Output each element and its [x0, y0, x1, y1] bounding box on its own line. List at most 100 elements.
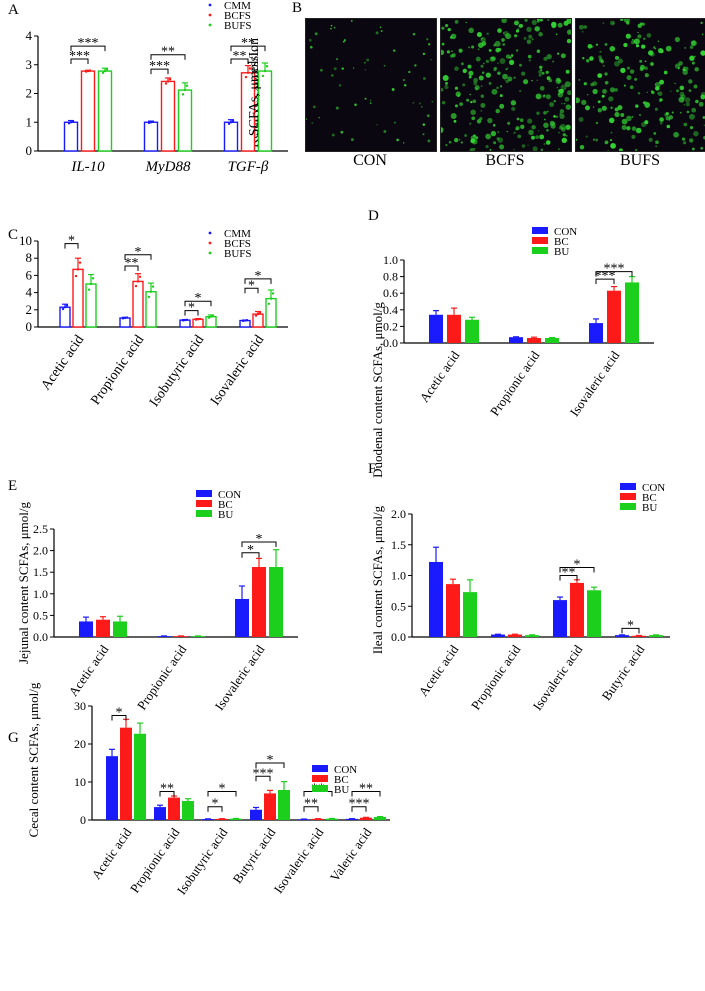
fluorescent-spot: [505, 33, 512, 40]
fluorescent-spot: [468, 70, 474, 76]
micro-label-bcfs: BCFS: [485, 152, 525, 169]
data-point: [265, 65, 269, 68]
y-tick-label: 3: [26, 57, 33, 72]
data-point: [78, 261, 82, 264]
data-point: [89, 282, 93, 286]
bar-bu: [465, 319, 479, 343]
fluorescent-spot: [638, 113, 642, 117]
significance-label: *: [574, 558, 581, 573]
fluorescent-spot: [527, 118, 533, 124]
fluorescent-spot: [333, 67, 337, 71]
fluorescent-spot: [635, 127, 642, 134]
fluorescent-spot: [451, 50, 453, 53]
fluorescent-spot: [521, 144, 526, 148]
bar-bu: [113, 621, 127, 637]
fluorescent-spot: [470, 109, 477, 116]
fluorescent-spot: [455, 91, 461, 97]
fluorescent-spot: [469, 122, 472, 125]
fluorescent-spot: [472, 99, 477, 104]
bar-con: [346, 818, 358, 820]
fluorescent-spot: [693, 130, 699, 137]
fluorescent-spot: [462, 68, 467, 74]
bar-bc: [252, 567, 266, 637]
fluorescent-spot: [693, 84, 698, 89]
fluorescent-spot: [320, 68, 323, 72]
fluorescent-spot: [314, 32, 318, 36]
fluorescent-spot: [519, 118, 524, 122]
fluorescent-spot: [412, 32, 416, 36]
significance-bracket: [159, 791, 175, 797]
fluorescent-spot: [543, 122, 549, 129]
fluorescent-spot: [514, 20, 520, 26]
fluorescent-spot: [562, 133, 566, 137]
fluorescent-spot: [682, 69, 688, 75]
fluorescent-spot: [644, 60, 647, 63]
significance-bracket: [244, 287, 259, 294]
fluorescent-spot: [536, 49, 541, 54]
panel-letter-f: F: [368, 461, 376, 477]
fluorescent-spot: [545, 140, 551, 145]
fluorescent-spot: [383, 64, 386, 67]
fluorescent-spot: [383, 130, 387, 133]
x-tick-label: Propionic acid: [88, 333, 147, 408]
data-point: [261, 74, 265, 78]
fluorescent-spot: [338, 84, 342, 87]
fluorescent-spot: [557, 52, 560, 55]
fluorescent-spot: [500, 85, 503, 88]
fluorescent-spot: [695, 99, 699, 104]
data-point: [269, 297, 273, 300]
data-point: [164, 82, 168, 85]
micro-image-bufs: [575, 18, 705, 152]
fluorescent-spot: [679, 91, 685, 97]
data-point: [151, 285, 155, 288]
fluorescent-spot: [391, 88, 395, 91]
fluorescent-spot: [605, 82, 607, 84]
fluorescent-spot: [631, 115, 634, 118]
fluorescent-spot: [681, 137, 686, 141]
fluorescent-spot: [470, 100, 473, 104]
fluorescent-spot: [441, 26, 445, 30]
fluorescent-spot: [655, 140, 659, 145]
fluorescent-spot: [601, 94, 605, 98]
fluorescent-spot: [454, 104, 459, 108]
significance-label: ***: [78, 36, 99, 51]
data-point: [245, 319, 249, 322]
fluorescent-spot: [612, 22, 615, 25]
bar-bcfs: [72, 268, 84, 328]
fluorescent-spot: [576, 97, 581, 104]
fluorescent-spot: [592, 106, 595, 108]
data-point: [194, 318, 198, 321]
fluorescent-spot: [644, 120, 649, 125]
fluorescent-spot: [625, 33, 631, 39]
legend-label-bufs: BUFS: [224, 248, 252, 260]
bar-bc: [216, 818, 228, 820]
fluorescent-spot: [546, 110, 549, 113]
fluorescent-spot: [641, 44, 646, 49]
data-point: [229, 121, 233, 124]
fluorescent-spot: [688, 89, 692, 92]
fluorescent-spot: [653, 132, 657, 135]
chart-panel-f: F 0.0 0.5 1.0 1.5 2.0 Ileal content SCFAs, μmo…: [368, 461, 670, 713]
significance-label: *: [135, 245, 142, 260]
fluorescent-spot: [610, 143, 616, 149]
significance-bracket: [207, 806, 223, 812]
bar-bu: [191, 636, 205, 637]
fluorescent-spot: [464, 134, 468, 137]
fluorescent-spot: [608, 117, 615, 124]
bar-con: [509, 337, 523, 343]
fluorescent-spot: [531, 135, 535, 140]
y-tick-label: 2: [26, 86, 33, 101]
fluorescent-spot: [520, 124, 525, 129]
fluorescent-spot: [609, 20, 615, 26]
fluorescent-spot: [650, 62, 654, 66]
fluorescent-spot: [501, 38, 505, 42]
fluorescent-spot: [620, 113, 625, 117]
y-tick-label: 10: [19, 233, 32, 248]
fluorescent-spot: [614, 112, 620, 118]
y-tick-label: 4: [26, 285, 33, 300]
y-tick-label: 1: [26, 114, 33, 129]
fluorescent-spot: [674, 36, 680, 43]
fluorescent-spot: [657, 40, 659, 42]
fluorescent-spot: [601, 105, 607, 111]
fluorescent-spot: [494, 40, 501, 47]
